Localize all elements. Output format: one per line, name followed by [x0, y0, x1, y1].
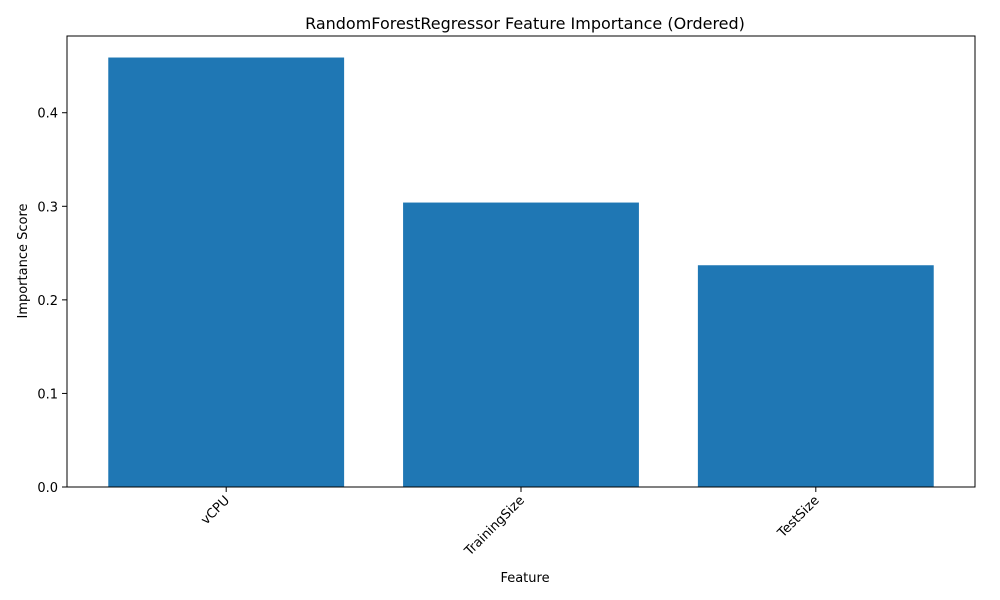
y-tick-label: 0.0	[37, 481, 58, 496]
bar-vcpu	[108, 57, 345, 487]
x-axis: vCPU TrainingSize TestSize	[198, 487, 823, 560]
chart-title: RandomForestRegressor Feature Importance…	[305, 14, 745, 33]
y-axis: 0.0 0.1 0.2 0.3 0.4	[37, 107, 67, 496]
y-axis-label: Importance Score	[16, 203, 31, 318]
y-tick-label: 0.2	[37, 294, 58, 309]
bar-trainingsize	[403, 202, 639, 487]
x-tick-label: vCPU	[198, 493, 233, 528]
x-axis-label: Feature	[500, 571, 549, 586]
bars-group	[108, 57, 934, 487]
y-tick-label: 0.4	[37, 107, 58, 122]
y-tick-label: 0.1	[37, 387, 58, 402]
y-tick-label: 0.3	[37, 200, 58, 215]
x-tick-label: TestSize	[774, 493, 822, 541]
x-tick-label: TrainingSize	[461, 493, 527, 559]
bar-testsize	[697, 265, 934, 487]
